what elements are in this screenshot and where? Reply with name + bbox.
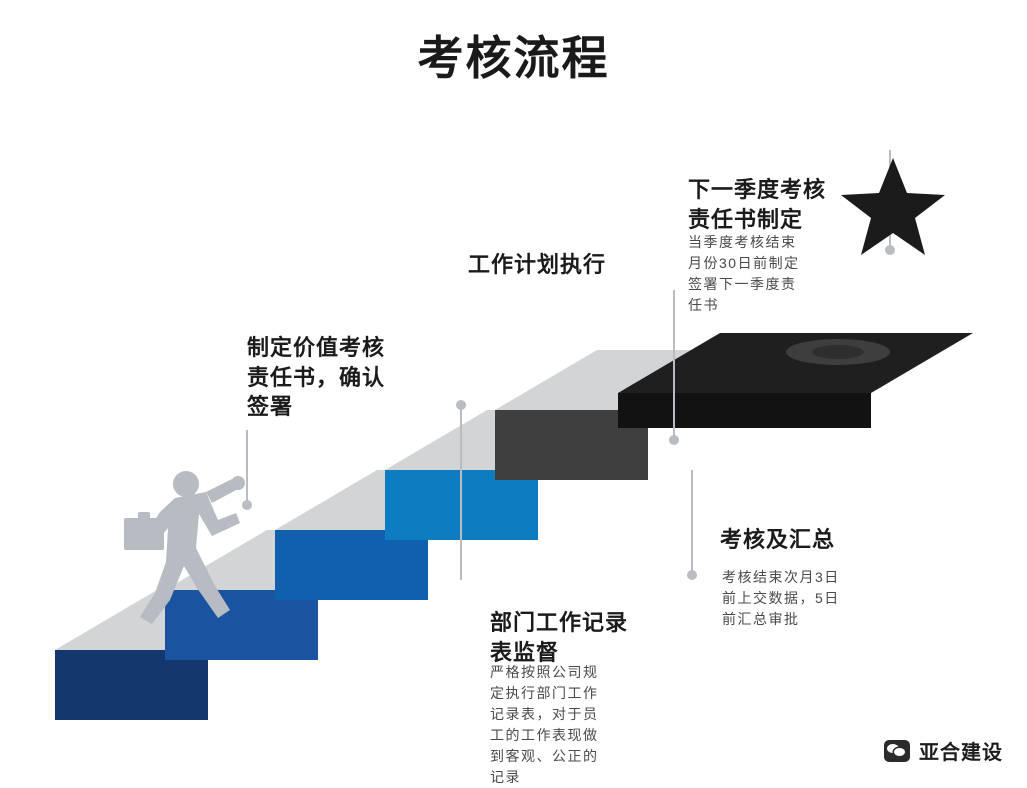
step-2-body-line-6: 记录 [490, 769, 521, 785]
step-1-heading-line-2: 责任书，确认 [247, 364, 386, 390]
step-2-body-line-1: 严格按照公司规 [490, 664, 599, 680]
star-icon [841, 158, 945, 255]
step-6-top [618, 333, 973, 393]
step-5-body-line-1: 当季度考核结束 [688, 234, 797, 250]
step-2-body-line-4: 工的工作表现做 [490, 727, 599, 743]
step-4-body-line-2: 前上交数据，5日 [722, 590, 840, 606]
step-2-heading: 部门工作记录 表监督 [490, 608, 700, 667]
step-4-body: 考核结束次月3日 前上交数据，5日 前汇总审批 [722, 567, 902, 630]
footer-brand: 亚合建设 [884, 736, 1003, 765]
connector-dot-step-2 [456, 400, 466, 410]
step-2-body: 严格按照公司规 定执行部门工作 记录表，对于员 工的工作表现做 到客观、公正的 … [490, 662, 655, 788]
walking-person-icon [124, 471, 245, 624]
step-6-front [618, 393, 871, 428]
page-title: 考核流程 [417, 32, 610, 84]
step-2-body-line-5: 到客观、公正的 [490, 748, 599, 764]
wechat-icon [884, 739, 910, 762]
step-3-front [275, 530, 428, 600]
step-5-heading-line-2: 责任书制定 [688, 206, 804, 232]
step-1-heading-line-3: 签署 [247, 394, 294, 420]
step-2-heading-line-1: 部门工作记录 [490, 610, 629, 635]
step-4-heading-line-1: 考核及汇总 [720, 527, 836, 552]
step-5-heading-line-1: 下一季度考核 [688, 177, 827, 202]
step-4-heading: 考核及汇总 [720, 525, 950, 555]
step-5-front [495, 410, 648, 480]
step-5-body-line-3: 签署下一季度责 [688, 276, 797, 292]
connector-dot-step-4 [687, 570, 697, 580]
step-1-heading: 制定价值考核 责任书，确认 签署 [247, 333, 447, 422]
step-2-heading-line-2: 表监督 [490, 639, 560, 665]
footer-label: 亚合建设 [919, 742, 1003, 764]
step-5-body-line-4: 任书 [688, 297, 719, 313]
step-4-body-line-3: 前汇总审批 [722, 611, 800, 627]
step-2-body-line-2: 定执行部门工作 [490, 685, 599, 701]
step-5-heading: 下一季度考核 责任书制定 [688, 175, 908, 234]
connector-dot-step-5 [885, 245, 895, 255]
step-6-highlight-inner [812, 345, 864, 359]
step-3-heading-line-1: 工作计划执行 [468, 252, 607, 277]
connector-dot-step-3 [669, 435, 679, 445]
step-5-body-line-2: 月份30日前制定 [688, 255, 800, 271]
step-5-body: 当季度考核结束 月份30日前制定 签署下一季度责 任书 [688, 232, 853, 316]
step-1-front [55, 650, 208, 720]
step-4-body-line-1: 考核结束次月3日 [722, 569, 840, 585]
step-3-heading: 工作计划执行 [468, 250, 718, 280]
connector-dot-step-1 [242, 500, 252, 510]
step-2-front [165, 590, 318, 660]
step-2-body-line-3: 记录表，对于员 [490, 706, 599, 722]
step-1-heading-line-1: 制定价值考核 [247, 335, 386, 360]
